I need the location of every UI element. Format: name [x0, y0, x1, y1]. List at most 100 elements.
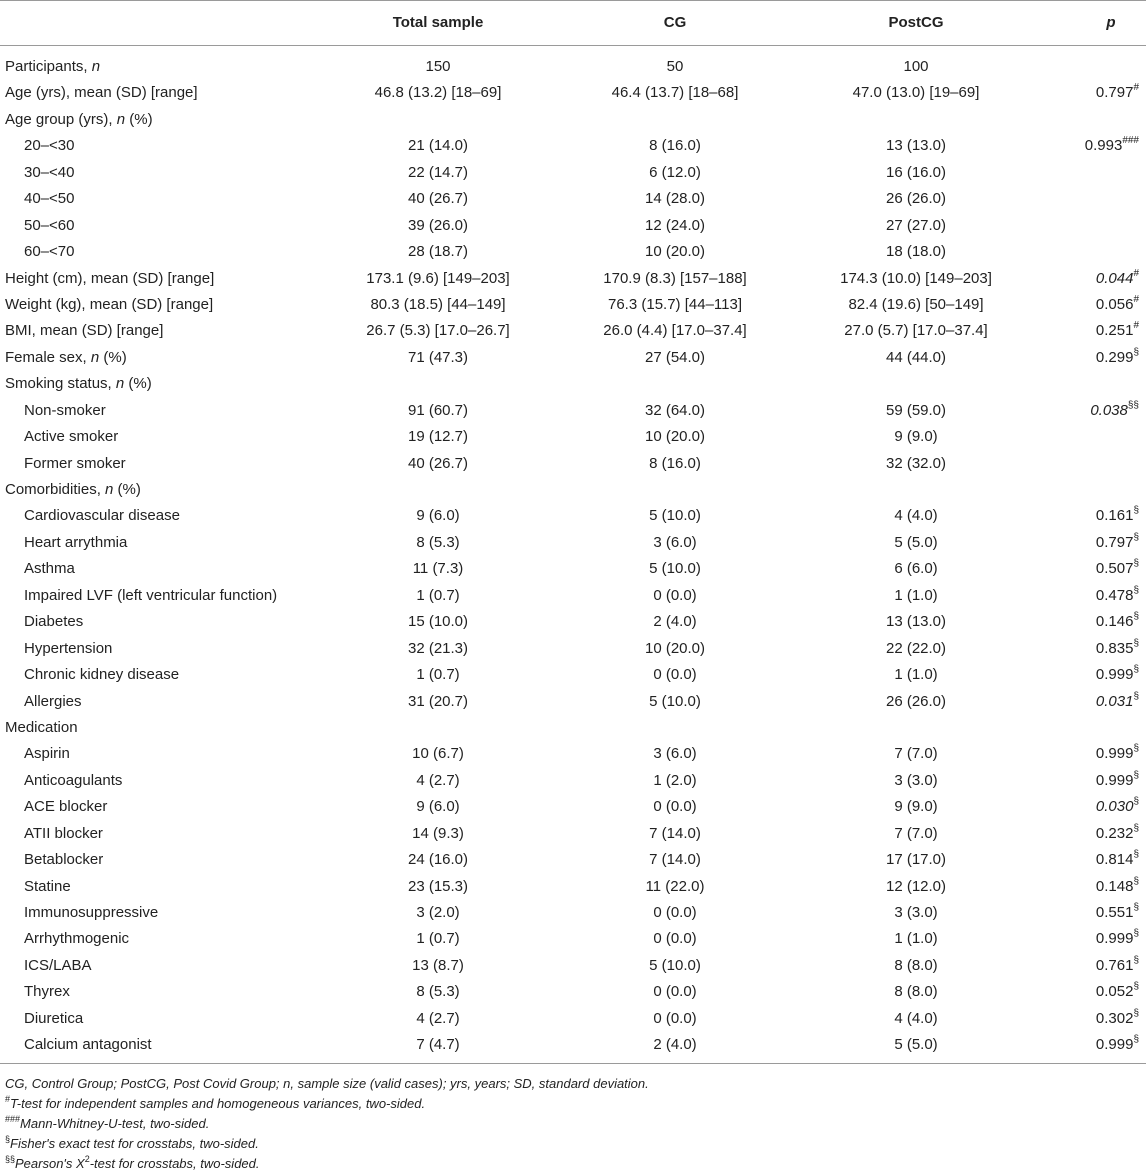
- cell-postcg: 9 (9.0): [894, 798, 938, 816]
- row-label-text: Allergies: [24, 692, 82, 710]
- cell-cg: 170.9 (8.3) [157–188]: [603, 269, 747, 287]
- cell-total-sample: 46.8 (13.2) [18–69]: [374, 84, 502, 102]
- p-value: 0.056: [1095, 295, 1134, 313]
- p-value: 0.797: [1095, 533, 1134, 551]
- cell-p-value: 0.999§: [1096, 929, 1139, 948]
- cell-total-sample: 26.7 (5.3) [17.0–26.7]: [366, 322, 510, 340]
- cell-cg: 0 (0.0): [653, 983, 697, 1001]
- p-value: 0.044: [1095, 269, 1134, 287]
- p-value: 0.761: [1095, 956, 1134, 974]
- p-value-footnote-marker: #: [1133, 320, 1139, 332]
- header-postcg: PostCG: [888, 14, 944, 31]
- cell-postcg: 16 (16.0): [885, 163, 947, 181]
- cell-total-sample: 11 (7.3): [412, 560, 464, 578]
- cell-p-value: 0.761§: [1095, 955, 1139, 974]
- p-value-footnote-marker: §: [1133, 822, 1139, 834]
- cell-p-value: 0.299§: [1096, 347, 1139, 366]
- row-label-suffix: (%): [124, 375, 152, 393]
- p-value: 0.232: [1095, 824, 1134, 842]
- row-label-italic: n: [91, 58, 101, 75]
- row-label: Allergies: [24, 693, 82, 710]
- cell-total-sample: 1 (0.7): [416, 586, 460, 604]
- cell-postcg: 5 (5.0): [894, 533, 938, 551]
- row-label: Immunosuppressive: [24, 904, 158, 921]
- cell-p-value: 0.993###: [1085, 136, 1139, 155]
- table-row: Heart arrythmia 8 (5.3) 3 (6.0) 5 (5.0) 0.79…: [0, 530, 1146, 556]
- cell-postcg: 13 (13.0): [885, 613, 947, 631]
- cell-cg: 0 (0.0): [653, 798, 697, 816]
- cell-postcg: 8 (8.0): [894, 983, 938, 1001]
- table-row: Comorbidities, n (%): [0, 477, 1146, 503]
- p-value: 0.161: [1095, 507, 1134, 525]
- row-label-text: Betablocker: [24, 851, 104, 869]
- row-label: ACE blocker: [24, 798, 107, 815]
- cell-cg: 0 (0.0): [653, 586, 697, 604]
- footnote-text: Mann-Whitney-U-test, two-sided.: [20, 1116, 210, 1131]
- cell-total-sample: 19 (12.7): [407, 428, 469, 446]
- cell-p-value: 0.999§: [1096, 744, 1139, 763]
- row-label-italic: n: [90, 348, 100, 366]
- cell-total-sample: 15 (10.0): [407, 613, 469, 631]
- footnote: §§Pearson's X2-test for crosstabs, two-s…: [5, 1154, 649, 1174]
- cell-p-value: 0.999§: [1096, 770, 1139, 789]
- cell-total-sample: 40 (26.7): [407, 454, 469, 472]
- cell-p-value: 0.148§: [1096, 876, 1139, 895]
- footnote-text: T-test for independent samples and homog…: [10, 1096, 426, 1111]
- cell-total-sample: 22 (14.7): [407, 163, 469, 181]
- row-label: Arrhythmogenic: [24, 930, 129, 947]
- p-value-footnote-marker: §: [1133, 611, 1139, 623]
- table-row: 30–<40 22 (14.7) 6 (12.0) 16 (16.0): [0, 160, 1146, 186]
- p-value: 0.507: [1095, 560, 1134, 578]
- p-value: 0.031: [1095, 692, 1134, 710]
- table-row: Female sex, n (%) 71 (47.3) 27 (54.0) 44 (4…: [0, 345, 1146, 371]
- cell-total-sample: 71 (47.3): [407, 348, 469, 366]
- row-label: Non-smoker: [24, 402, 106, 419]
- row-label-text: Age (yrs), mean (SD) [range]: [5, 84, 198, 102]
- row-label-text: Chronic kidney disease: [24, 666, 180, 684]
- cell-cg: 76.3 (15.7) [44–113]: [608, 295, 742, 313]
- cell-total-sample: 150: [425, 58, 451, 75]
- cell-cg: 1 (2.0): [653, 771, 697, 789]
- cell-cg: 10 (20.0): [644, 639, 706, 657]
- cell-postcg: 7 (7.0): [894, 745, 938, 763]
- cell-postcg: 5 (5.0): [894, 1036, 938, 1054]
- cell-cg: 6 (12.0): [649, 163, 701, 181]
- p-value: 0.302: [1095, 1009, 1134, 1027]
- cell-p-value: 0.031§: [1095, 691, 1139, 710]
- cell-cg: 5 (10.0): [649, 560, 701, 578]
- cell-p-value: 0.052§: [1096, 982, 1139, 1001]
- table-row: Allergies 31 (20.7) 5 (10.0) 26 (26.0) 0.031…: [0, 689, 1146, 715]
- table-row: 20–<30 21 (14.0) 8 (16.0) 13 (13.0) 0.993###: [0, 133, 1146, 159]
- footnote: #T-test for independent samples and homo…: [5, 1094, 649, 1114]
- cell-cg: 5 (10.0): [649, 692, 701, 710]
- p-value-footnote-marker: §: [1133, 1034, 1139, 1046]
- row-label: 40–<50: [24, 190, 74, 207]
- cell-p-value: 0.797#: [1096, 83, 1139, 102]
- footnote-marker: ###: [5, 1113, 21, 1124]
- footnotes: CG, Control Group; PostCG, Post Covid Gr…: [5, 1074, 649, 1174]
- table-row: Anticoagulants 4 (2.7) 1 (2.0) 3 (3.0) 0.999…: [0, 768, 1146, 794]
- table-row: Height (cm), mean (SD) [range] 173.1 (9.6…: [0, 266, 1146, 292]
- table-row: Active smoker 19 (12.7) 10 (20.0) 9 (9.0): [0, 424, 1146, 450]
- row-label: Thyrex: [24, 983, 70, 1000]
- cell-total-sample: 32 (21.3): [407, 639, 469, 657]
- cell-p-value: 0.038§§: [1090, 400, 1139, 419]
- row-label: 30–<40: [24, 164, 74, 181]
- row-label: Weight (kg), mean (SD) [range]: [5, 296, 213, 313]
- cell-total-sample: 31 (20.7): [407, 692, 469, 710]
- cell-total-sample: 4 (2.7): [416, 771, 460, 789]
- row-label-suffix: (%): [125, 110, 153, 128]
- footnote-marker: §: [5, 1133, 11, 1144]
- cell-postcg: 1 (1.0): [894, 666, 938, 684]
- header-total-sample: Total sample: [392, 14, 484, 31]
- cell-total-sample: 9 (6.0): [416, 798, 460, 816]
- table-row: Immunosuppressive 3 (2.0) 0 (0.0) 3 (3.0) 0.…: [0, 900, 1146, 926]
- p-value: 0.814: [1095, 851, 1134, 869]
- p-value: 0.146: [1095, 613, 1134, 631]
- row-label-text: Female sex,: [5, 348, 91, 366]
- row-label-text: Former smoker: [24, 454, 126, 472]
- table-row: Diuretica 4 (2.7) 0 (0.0) 4 (4.0) 0.302§: [0, 1006, 1146, 1032]
- p-value: 0.038: [1090, 401, 1128, 419]
- cell-postcg: 9 (9.0): [894, 428, 938, 446]
- cell-cg: 11 (22.0): [645, 877, 705, 895]
